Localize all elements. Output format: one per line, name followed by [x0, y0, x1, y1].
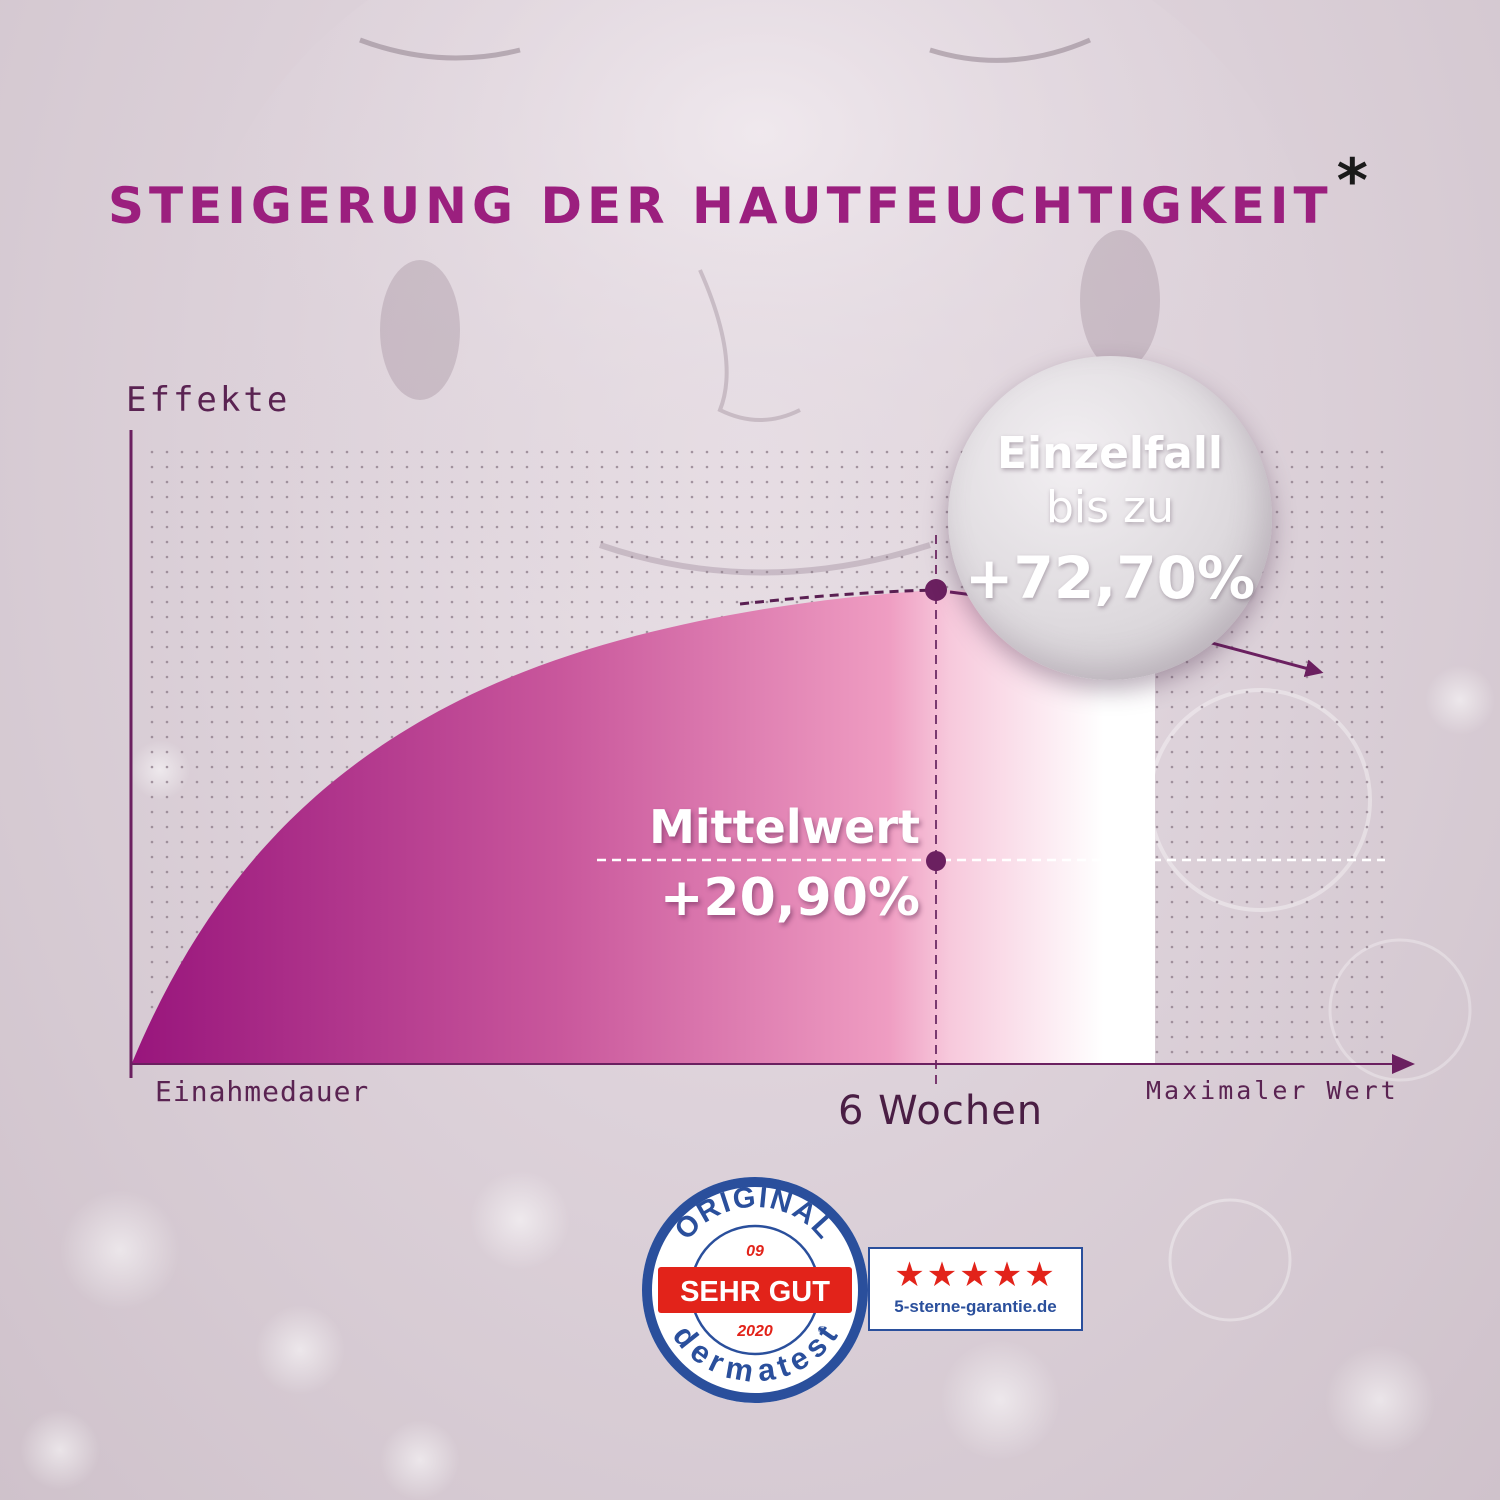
x-axis-end-label: Maximaler Wert	[1146, 1076, 1399, 1105]
max-value: +72,70%	[964, 544, 1256, 612]
x-axis-marker-label: 6 Wochen	[838, 1088, 1044, 1134]
max-value-point	[925, 579, 947, 601]
seal-year-top: 09	[746, 1243, 764, 1260]
mean-value-point	[926, 851, 946, 871]
five-star-guarantee-box: ★★★★★ 5-sterne-garantie.de	[868, 1247, 1083, 1331]
y-axis-label: Effekte	[126, 380, 291, 420]
chart-title: STEIGERUNG DER HAUTFEUCHTIGKEIT*	[108, 146, 1468, 248]
effect-area	[132, 590, 1155, 1063]
seal-year-bottom: 2020	[736, 1323, 773, 1340]
seal-rating-banner	[658, 1267, 852, 1313]
five-stars-icon: ★★★★★	[894, 1255, 1057, 1295]
x-axis-start-label: Einahmedauer	[155, 1075, 370, 1108]
max-value-bubble: Einzelfall bis zu +72,70%	[948, 356, 1272, 680]
max-label: Einzelfall	[997, 428, 1223, 479]
seal-registered-mark: ®	[818, 1325, 826, 1336]
mean-value: +20,90%	[659, 868, 920, 928]
dermatest-seal: ORIGINAL dermatest 09 SEHR GUT 2020 ®	[642, 1177, 868, 1403]
max-sub-label: bis zu	[1045, 482, 1175, 533]
guarantee-site-label: 5-sterne-garantie.de	[894, 1297, 1057, 1316]
x-axis-arrow	[1392, 1054, 1415, 1074]
footnote-asterisk: *	[1336, 146, 1368, 216]
chart-title-text: STEIGERUNG DER HAUTFEUCHTIGKEIT	[108, 177, 1333, 235]
mean-label: Mittelwert	[649, 800, 920, 854]
seal-rating-text: SEHR GUT	[680, 1276, 830, 1308]
